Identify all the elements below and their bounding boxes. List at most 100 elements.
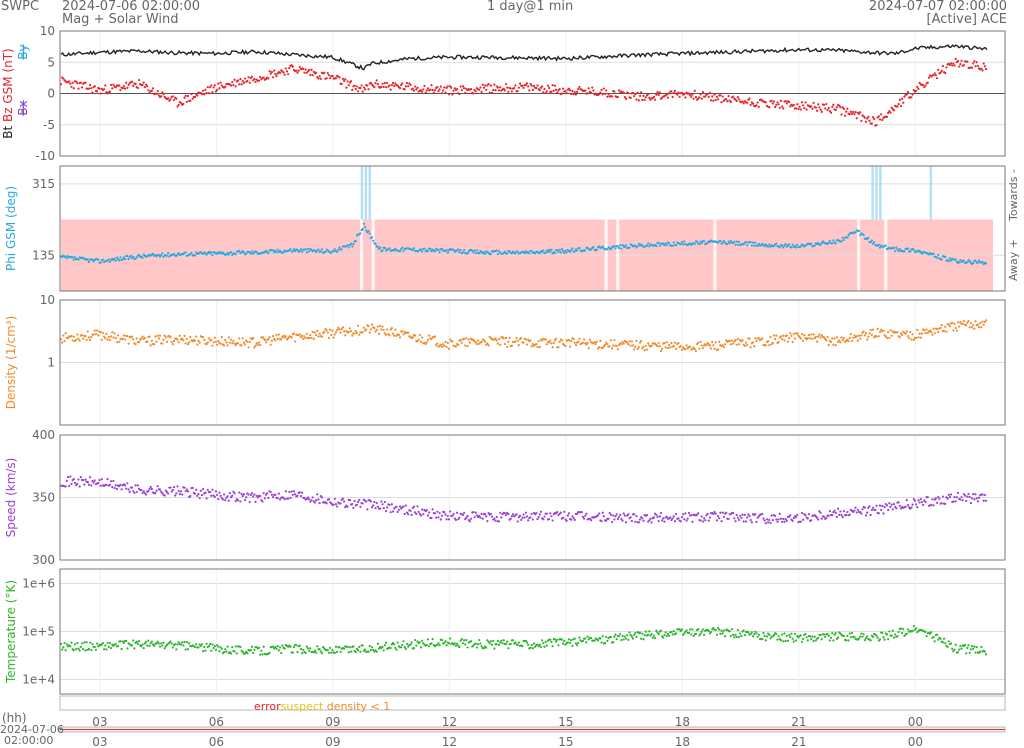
data-point [595,248,599,251]
data-point [771,518,774,522]
data-point [600,641,603,644]
data-point [315,250,318,254]
data-point [264,249,268,252]
data-point [111,486,114,489]
data-point [461,85,465,88]
data-point [93,329,96,332]
data-point [240,83,243,86]
data-point [715,633,718,636]
data-point [867,115,870,118]
data-point [709,99,713,102]
data-point [842,337,845,340]
data-point [318,502,321,505]
data-point [524,338,527,341]
data-point [555,88,558,91]
data-point [464,643,467,646]
data-point [289,248,292,251]
data-point [333,651,336,655]
data-point [122,256,126,259]
data-point [960,496,963,499]
data-point [147,489,150,493]
data-point [650,632,653,636]
data-point [668,343,671,346]
data-point [775,334,778,337]
data-point [214,490,218,493]
data-point [593,639,596,642]
phi-spike-bar [929,166,933,220]
data-point [337,326,340,329]
data-point [114,642,117,646]
data-point [742,629,745,632]
data-point [494,89,497,92]
data-point [782,334,785,337]
data-point [719,511,722,514]
data-point [263,338,266,342]
data-point [870,122,873,125]
data-point [210,494,213,497]
data-point [578,85,581,89]
data-point [684,348,687,351]
data-point [537,339,540,343]
data-point [196,94,199,97]
data-point [575,512,579,515]
data-point [359,650,362,653]
y-tick-label: 1 [47,356,55,370]
data-point [485,646,488,649]
data-point [203,93,206,96]
data-point [433,335,437,338]
y-tick-label: -5 [43,118,55,132]
data-point [388,334,391,337]
data-point [301,491,304,494]
data-point [217,339,220,343]
data-point [438,644,441,647]
data-point [191,97,194,100]
data-point [196,343,199,346]
data-point [911,503,914,506]
data-point [431,508,434,511]
data-point [690,633,693,636]
data-point [415,644,418,647]
data-point [329,77,332,80]
data-point [333,248,336,251]
data-point [876,636,879,639]
data-point [528,89,531,92]
data-point [401,643,404,647]
data-point [395,505,398,508]
data-point [924,500,927,504]
data-point [898,336,901,339]
data-gap [360,219,364,291]
data-point [336,250,339,253]
data-point [183,334,186,338]
data-point [150,640,153,643]
data-point [877,335,880,338]
data-point [486,342,489,345]
data-point [622,512,625,515]
data-point [564,90,567,93]
data-point [753,244,756,247]
data-point [779,335,783,338]
data-point [635,515,638,518]
data-point [320,248,324,251]
data-point [779,639,783,642]
data-point [352,242,355,246]
data-point [517,86,520,89]
data-point [781,520,784,523]
data-point [182,102,185,106]
data-point [704,519,707,522]
data-point [327,498,331,501]
data-point [458,646,461,649]
data-point [430,84,433,87]
y-tick-label: 300 [32,553,55,567]
data-point [182,339,185,342]
data-point [822,515,826,518]
data-point [299,647,303,651]
data-point [276,248,279,251]
data-point [447,642,451,645]
data-point [621,340,624,344]
data-point [273,251,276,254]
data-point [788,515,791,518]
data-point [834,344,837,347]
data-point [250,250,254,253]
data-point [71,339,74,342]
data-point [775,103,778,107]
